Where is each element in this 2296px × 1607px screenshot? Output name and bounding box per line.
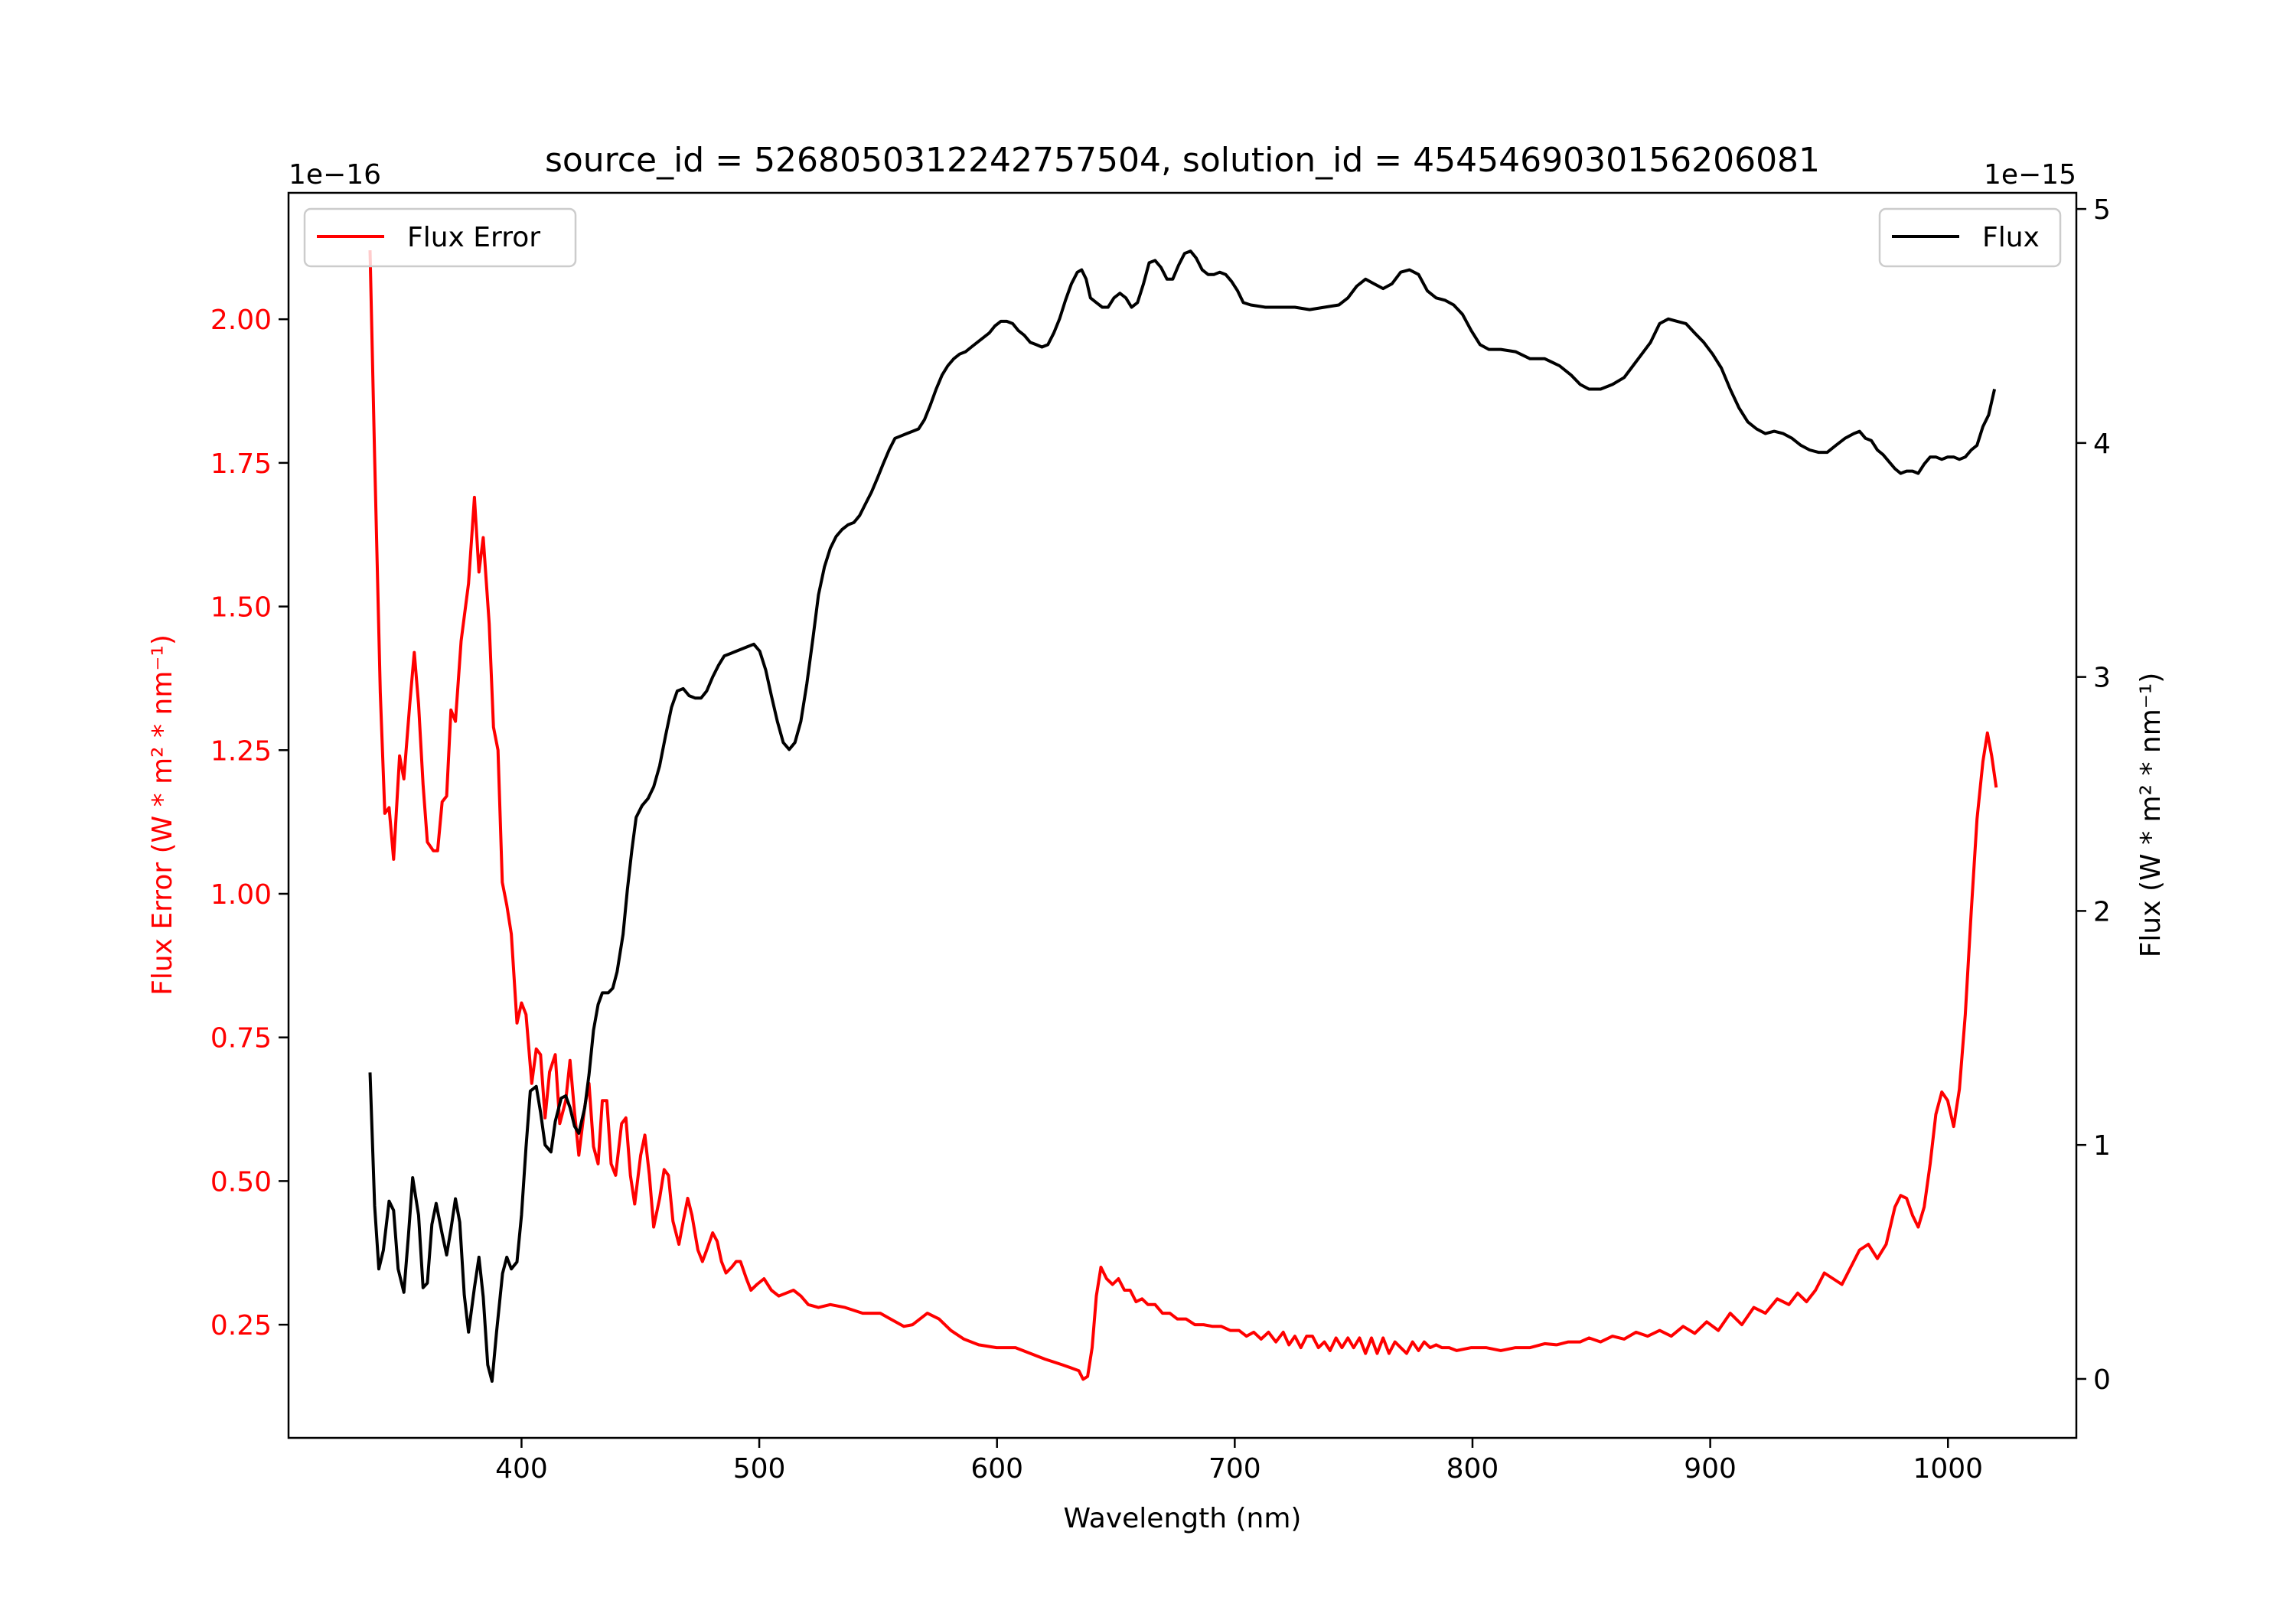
x-tick-label: 600: [970, 1453, 1023, 1485]
right-y-tick-label: 4: [2093, 429, 2111, 460]
right-y-tick-label: 3: [2093, 663, 2111, 694]
left-y-tick-label: 1.75: [210, 448, 272, 480]
left-y-tick-label: 0.25: [210, 1310, 272, 1341]
ticks-layer: 400 500 600 700 800 900 1000 0.25 0.50 0.75 1.00 1.…: [210, 194, 2111, 1485]
left-y-tick-label: 1.25: [210, 735, 272, 767]
x-axis-label: Wavelength (nm): [1064, 1503, 1302, 1534]
x-tick-label: 800: [1446, 1453, 1499, 1485]
right-y-axis-label: Flux (W * m² * nm⁻¹): [2135, 673, 2167, 958]
left-y-tick-label: 2.00: [210, 305, 272, 336]
left-y-tick-label: 1.00: [210, 879, 272, 911]
right-y-tick-label: 2: [2093, 896, 2111, 927]
x-tick-label: 700: [1208, 1453, 1261, 1485]
series-line-flux-error: [368, 250, 1998, 1381]
right-y-tick-label: 0: [2093, 1364, 2111, 1396]
right-y-tick-label: 5: [2093, 194, 2111, 226]
plot-frame: [287, 191, 2078, 1439]
right-axis-offset: 1e−15: [1984, 159, 2076, 191]
series-line-flux: [368, 249, 1997, 1383]
left-y-tick-label: 0.75: [210, 1023, 272, 1054]
left-y-axis-label: Flux Error (W * m² * nm⁻¹): [147, 634, 178, 996]
x-tick-label: 500: [733, 1453, 786, 1485]
left-axis-offset: 1e−16: [289, 159, 381, 191]
legend-flux: Flux: [1878, 207, 2062, 268]
left-y-tick-label: 0.50: [210, 1166, 272, 1198]
chart-title: source_id = 5268050312242757504, solutio…: [545, 141, 1820, 180]
legend-flux-error: Flux Error: [303, 207, 577, 268]
x-tick-label: 400: [495, 1453, 548, 1485]
left-y-tick-label: 1.50: [210, 592, 272, 624]
legend-flux-label: Flux: [1982, 222, 2040, 253]
x-tick-label: 900: [1684, 1453, 1737, 1485]
legend-flux-error-label: Flux Error: [407, 222, 540, 253]
series-layer: [368, 249, 1998, 1383]
right-y-tick-label: 1: [2093, 1130, 2111, 1162]
x-tick-label: 1000: [1913, 1453, 1983, 1485]
